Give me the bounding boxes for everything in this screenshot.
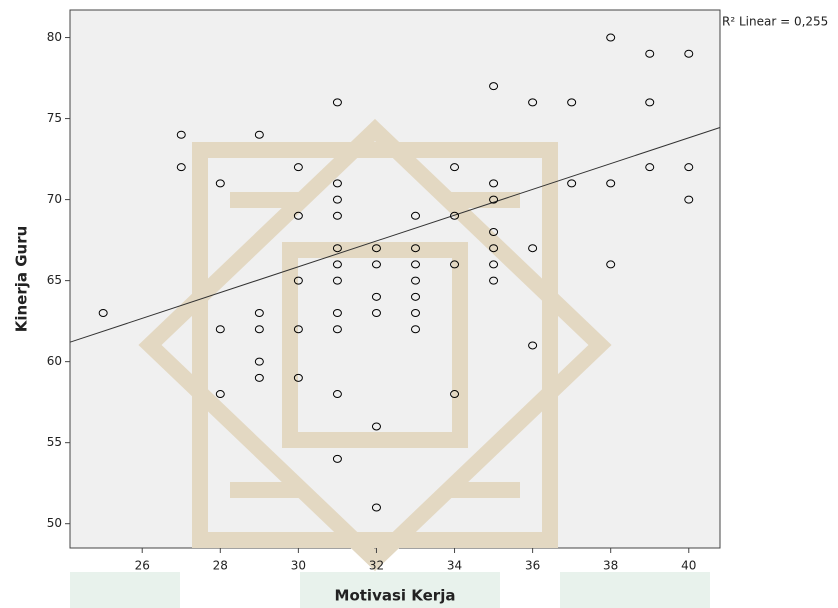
y-axis-label: Kinerja Guru [13, 226, 31, 333]
x-tick-label: 40 [681, 559, 696, 573]
y-tick-label: 65 [47, 273, 62, 287]
x-tick-label: 30 [291, 559, 306, 573]
x-tick-label: 38 [603, 559, 618, 573]
y-tick-label: 55 [47, 435, 62, 449]
x-tick-label: 36 [525, 559, 540, 573]
y-tick-label: 75 [47, 111, 62, 125]
page: R² Linear = 0,255 Motivasi Kerja Kinerja… [0, 0, 838, 608]
x-tick-label: 32 [369, 559, 384, 573]
annotation: R² Linear = 0,255 [722, 15, 828, 29]
x-tick-label: 34 [447, 559, 462, 573]
x-tick-label: 28 [213, 559, 228, 573]
y-tick-label: 50 [47, 516, 62, 530]
y-tick-label: 60 [47, 354, 62, 368]
x-tick-label: 26 [135, 559, 150, 573]
plot-area [70, 10, 720, 548]
x-axis-label: Motivasi Kerja [335, 587, 456, 605]
chart: R² Linear = 0,255 Motivasi Kerja Kinerja… [0, 0, 838, 608]
y-tick-label: 70 [47, 192, 62, 206]
y-tick-label: 80 [47, 30, 62, 44]
